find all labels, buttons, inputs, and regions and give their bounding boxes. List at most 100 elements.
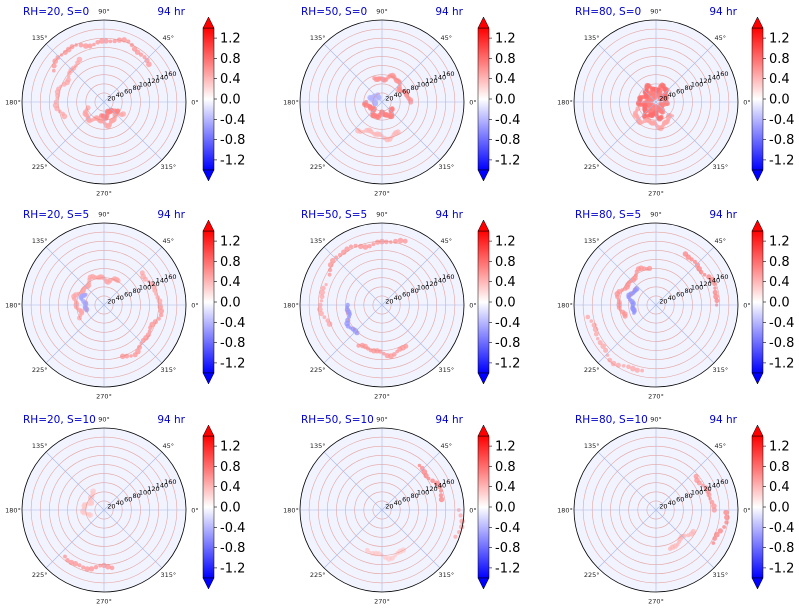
- colorbar-tick-label--0.4: -0.4: [220, 521, 245, 536]
- panel-title-right: 94 hr: [157, 414, 185, 426]
- anomaly-cell: [87, 512, 93, 518]
- anomaly-cell: [682, 533, 687, 538]
- anomaly-cell: [630, 365, 636, 372]
- panel-title-right: 94 hr: [435, 6, 463, 18]
- angle-spoke-225: [45, 304, 105, 364]
- anomaly-cell: [634, 367, 640, 373]
- panel-title-left: RH=20, S=5: [23, 209, 89, 221]
- colorbar-extend-bottom: [751, 372, 764, 385]
- angle-spoke-45: [655, 43, 715, 103]
- radial-tick-label-60: 60: [402, 496, 410, 504]
- colorbar-extend-top: [202, 16, 215, 29]
- anomaly-cell: [109, 565, 115, 571]
- angle-tick-label-135: 135°: [32, 442, 48, 450]
- anomaly-cell: [320, 285, 326, 291]
- anomaly-cell: [381, 351, 386, 356]
- radial-tick-label-80: 80: [133, 492, 141, 500]
- angle-spoke-225: [597, 509, 657, 569]
- anomaly-cell: [389, 240, 393, 244]
- angle-spoke-135: [597, 246, 657, 306]
- anomaly-cell: [640, 368, 644, 373]
- anomaly-cell: [62, 50, 68, 55]
- anomaly-cell: [364, 547, 370, 553]
- colorbar-tick-label-0.0: 0.0: [495, 501, 516, 516]
- angle-tick-label-45: 45°: [163, 237, 175, 245]
- colorbar-tick-label--1.2: -1.2: [220, 356, 245, 371]
- angle-spoke-315: [103, 101, 163, 161]
- angle-tick-label-180: 180°: [5, 302, 21, 310]
- colorbar-tick-label-0.8: 0.8: [769, 460, 790, 475]
- anomaly-cell: [327, 272, 332, 277]
- angle-spoke-135: [597, 43, 657, 103]
- angle-tick-label-135: 135°: [584, 237, 600, 245]
- colorbar-extend-top: [751, 219, 764, 232]
- anomaly-cell: [327, 262, 334, 268]
- polar-frame: [573, 427, 739, 593]
- colorbar-gradient: [202, 230, 215, 374]
- radial-tick-label-100: 100: [139, 284, 151, 292]
- colorbar-extend-top: [751, 16, 764, 29]
- radial-tick-label-80: 80: [411, 492, 419, 500]
- angle-tick-label-90: 90°: [650, 416, 662, 424]
- angle-tick-label-315: 315°: [712, 163, 728, 171]
- radial-tick-label-140: 140: [708, 277, 720, 285]
- radial-tick-label-140: 140: [156, 277, 168, 285]
- anomaly-cell: [706, 274, 712, 280]
- panel-80-0: 0°45°90°135°180°225°270°315°20 40 60 801001…: [557, 6, 751, 198]
- anomaly-cell: [158, 312, 164, 318]
- angle-tick-label-135: 135°: [310, 34, 326, 42]
- anomaly-cell: [597, 340, 603, 346]
- anomaly-cell: [61, 81, 67, 87]
- anomaly-cell: [417, 463, 422, 468]
- radial-tick-label-20: 20: [107, 503, 115, 511]
- angle-tick-label-180: 180°: [5, 99, 21, 107]
- anomaly-cell: [621, 364, 626, 368]
- colorbar-extend-bottom: [751, 577, 764, 590]
- anomaly-cell: [61, 113, 68, 120]
- polar-frame: [21, 222, 187, 388]
- radial-tick-label-20: 20: [659, 503, 667, 511]
- anomaly-cell: [714, 298, 720, 304]
- angle-tick-label-180: 180°: [557, 99, 573, 107]
- colorbar-tick-label-0.8: 0.8: [495, 460, 516, 475]
- angle-tick-label-225: 225°: [310, 571, 326, 579]
- colorbar-tick-label--0.4: -0.4: [220, 316, 245, 331]
- anomaly-cell: [693, 473, 699, 479]
- anomaly-cell: [358, 243, 364, 250]
- colorbar-tick-label--0.8: -0.8: [769, 336, 794, 351]
- anomaly-cell: [389, 555, 395, 561]
- anomaly-feature-2: [585, 314, 644, 373]
- panel-title-right: 94 hr: [709, 209, 737, 221]
- angle-spoke-45: [655, 451, 715, 511]
- radial-tick-label-160: 160: [442, 70, 454, 78]
- colorbar-tick-label--0.8: -0.8: [769, 541, 794, 556]
- polar-frame: [573, 19, 739, 185]
- radial-tick-label-100: 100: [139, 489, 151, 497]
- radial-tick-label-40: 40: [394, 499, 402, 507]
- radial-tick-label-80: 80: [685, 492, 693, 500]
- angle-tick-label-180: 180°: [283, 302, 299, 310]
- anomaly-cell: [145, 332, 151, 338]
- radial-tick-label-40: 40: [394, 91, 402, 99]
- radial-tick-label-60: 60: [676, 88, 684, 96]
- radial-tick-label-120: 120: [147, 280, 159, 288]
- radial-tick-label-140: 140: [708, 482, 720, 490]
- angle-tick-label-0: 0°: [469, 302, 476, 310]
- angle-tick-label-225: 225°: [584, 163, 600, 171]
- colorbar-tick-label--1.2: -1.2: [769, 561, 794, 576]
- colorbar-tick-label--0.4: -0.4: [769, 113, 794, 128]
- panel-title-left: RH=50, S=0: [301, 6, 367, 18]
- anomaly-cell: [403, 343, 409, 349]
- panel-80-5: 0°45°90°135°180°225°270°315°20 40 60 801001…: [557, 209, 751, 401]
- anomaly-cell: [384, 239, 389, 245]
- colorbar-tick-label-1.2: 1.2: [220, 440, 241, 455]
- radial-tick-label-160: 160: [164, 273, 176, 281]
- colorbar-tick-label-1.2: 1.2: [769, 235, 790, 250]
- angle-spoke-315: [103, 509, 163, 569]
- anomaly-cell: [78, 42, 84, 48]
- radial-tick-label-120: 120: [425, 485, 437, 493]
- radial-tick-label-100: 100: [691, 284, 703, 292]
- angle-spoke-225: [597, 304, 657, 364]
- colorbar-tick-label-0.0: 0.0: [769, 296, 790, 311]
- angle-tick-label-315: 315°: [160, 571, 176, 579]
